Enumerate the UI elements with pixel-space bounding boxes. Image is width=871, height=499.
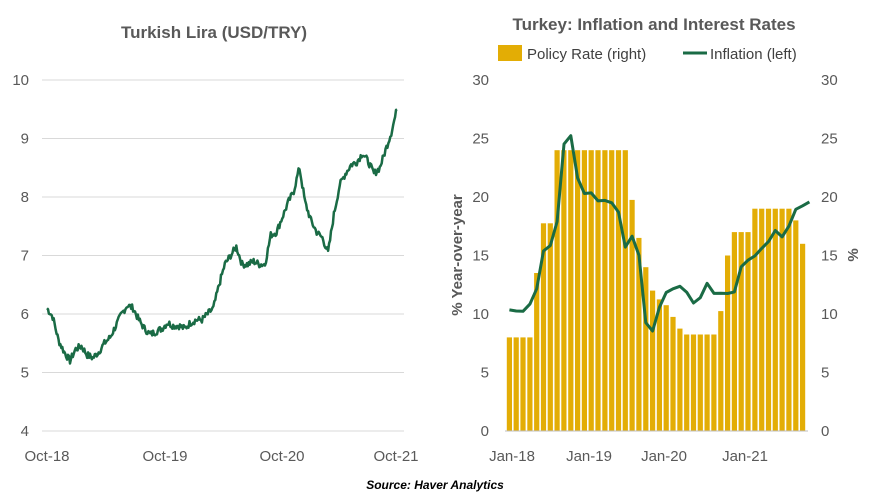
policy-rate-bar	[595, 150, 601, 431]
inflation-left-axis-title: % Year-over-year	[449, 194, 466, 316]
inflation-left-y-ticks: 0 5 10 15 20 25 30	[472, 72, 489, 440]
lira-y-tick-label: 10	[12, 72, 29, 89]
policy-rate-bar	[759, 208, 765, 431]
policy-rate-bar	[609, 150, 615, 431]
policy-rate-bar	[527, 337, 533, 431]
policy-rate-bar	[656, 299, 662, 431]
inflation-chart: Turkey: Inflation and Interest Rates Pol…	[449, 15, 862, 465]
inflation-left-y-tick-label: 25	[472, 131, 489, 148]
inflation-left-y-tick-label: 15	[472, 248, 489, 265]
inflation-x-tick-label: Jan-18	[489, 448, 535, 465]
policy-rate-bar	[786, 208, 792, 431]
inflation-x-tick-label: Jan-21	[722, 448, 768, 465]
inflation-right-y-tick-label: 20	[821, 189, 838, 206]
inflation-left-y-tick-label: 20	[472, 189, 489, 206]
policy-rate-bar	[636, 237, 642, 431]
inflation-line-series	[509, 134, 811, 333]
inflation-left-y-tick-label: 5	[481, 365, 489, 382]
inflation-x-ticks: Jan-18 Jan-19 Jan-20 Jan-21	[489, 448, 768, 465]
policy-rate-bar	[615, 150, 622, 431]
lira-x-tick-label: Oct-18	[24, 448, 69, 465]
inflation-right-y-ticks: 0 5 10 15 20 25 30	[821, 72, 838, 440]
inflation-x-tick-label: Jan-19	[566, 448, 612, 465]
policy-rate-bar	[561, 150, 567, 431]
lira-gridlines	[42, 79, 404, 432]
inflation-legend: Policy Rate (right) Inflation (left)	[498, 45, 797, 63]
policy-rate-bar	[629, 199, 635, 431]
source-note: Source: Haver Analytics	[366, 478, 504, 492]
policy-rate-bar	[602, 150, 608, 431]
policy-rate-bar	[568, 150, 574, 431]
policy-rate-bar	[677, 328, 683, 431]
policy-rate-bars	[506, 150, 806, 431]
policy-rate-bar	[765, 208, 772, 431]
inflation-right-y-tick-label: 0	[821, 423, 829, 440]
lira-y-tick-label: 8	[21, 189, 29, 206]
policy-rate-bar	[718, 311, 724, 431]
legend-swatch-policy-rate	[498, 45, 522, 61]
policy-rate-bar	[800, 243, 806, 431]
policy-rate-bar	[731, 232, 737, 431]
policy-rate-bar	[520, 337, 526, 431]
policy-rate-bar	[575, 150, 581, 431]
policy-rate-bar	[513, 337, 519, 431]
lira-line-series	[46, 108, 398, 365]
lira-chart-title: Turkish Lira (USD/TRY)	[121, 23, 307, 42]
inflation-right-y-tick-label: 15	[821, 248, 838, 265]
policy-rate-bar	[725, 255, 731, 431]
inflation-right-y-tick-label: 10	[821, 306, 838, 323]
lira-y-tick-label: 5	[21, 365, 29, 382]
policy-rate-bar	[670, 316, 676, 431]
policy-rate-bar	[697, 334, 703, 431]
lira-y-tick-label: 6	[21, 306, 29, 323]
lira-x-tick-label: Oct-19	[142, 448, 187, 465]
lira-y-tick-label: 7	[21, 248, 29, 265]
policy-rate-bar	[745, 232, 751, 431]
policy-rate-bar	[793, 220, 799, 431]
policy-rate-bar	[738, 232, 744, 431]
policy-rate-bar	[650, 290, 656, 431]
policy-rate-bar	[779, 208, 785, 431]
lira-y-tick-label: 4	[21, 423, 29, 440]
inflation-chart-title: Turkey: Inflation and Interest Rates	[512, 15, 795, 34]
policy-rate-bar	[752, 208, 758, 431]
inflation-right-y-tick-label: 5	[821, 365, 829, 382]
policy-rate-bar	[643, 267, 649, 431]
policy-rate-bar	[772, 208, 778, 431]
policy-rate-bar	[547, 223, 553, 431]
policy-rate-bar	[540, 223, 547, 431]
policy-rate-bar	[534, 273, 540, 431]
inflation-right-axis-title: %	[845, 248, 862, 261]
inflation-right-y-tick-label: 30	[821, 72, 838, 89]
policy-rate-bar	[506, 337, 512, 431]
lira-x-tick-label: Oct-21	[373, 448, 418, 465]
policy-rate-bar	[588, 150, 594, 431]
lira-y-ticks: 4 5 6 7 8 9 10	[12, 72, 29, 440]
inflation-right-y-tick-label: 25	[821, 131, 838, 148]
policy-rate-bar	[711, 334, 717, 431]
lira-x-ticks: Oct-18 Oct-19 Oct-20 Oct-21	[24, 448, 418, 465]
policy-rate-bar	[663, 305, 669, 431]
inflation-x-tick-label: Jan-20	[641, 448, 687, 465]
policy-rate-bar	[690, 334, 697, 431]
lira-y-tick-label: 9	[21, 131, 29, 148]
policy-rate-bar	[622, 150, 628, 431]
policy-rate-bar	[704, 334, 710, 431]
lira-x-tick-label: Oct-20	[259, 448, 304, 465]
policy-rate-bar	[581, 150, 587, 431]
policy-rate-bar	[684, 334, 690, 431]
legend-label-policy-rate: Policy Rate (right)	[527, 46, 646, 63]
inflation-left-y-tick-label: 30	[472, 72, 489, 89]
inflation-left-y-tick-label: 10	[472, 306, 489, 323]
inflation-left-y-tick-label: 0	[481, 423, 489, 440]
policy-rate-bar	[554, 150, 560, 431]
legend-label-inflation: Inflation (left)	[710, 46, 797, 63]
